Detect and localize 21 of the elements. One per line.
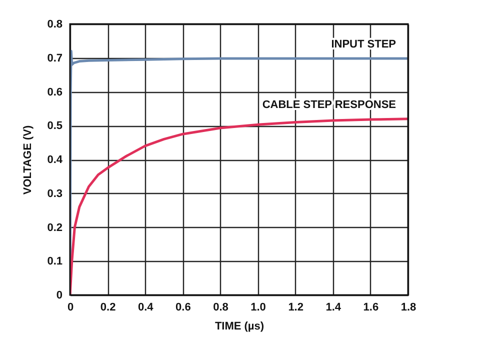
x-tick-label: 1.2 [288, 302, 304, 314]
x-tick-label: 0.2 [100, 302, 116, 314]
x-tick-label: 1.6 [363, 302, 379, 314]
x-tick-label: 0.4 [138, 302, 154, 314]
y-tick-label: 0.4 [47, 154, 64, 166]
y-tick-label: 0.5 [47, 120, 62, 132]
x-axis-title: TIME (µs) [214, 320, 264, 332]
y-tick-label: 0.3 [47, 188, 62, 200]
x-tick-label: 1.4 [326, 302, 342, 314]
x-tick-label: 0.6 [176, 302, 191, 314]
y-tick-label: 0.1 [47, 256, 62, 268]
y-tick-label: 0.8 [47, 18, 62, 30]
x-tick-label: 1.8 [400, 302, 416, 314]
y-tick-label: 0 [56, 290, 62, 302]
x-tick-label: 0 [67, 302, 74, 314]
y-tick-label: 0.7 [47, 52, 62, 64]
x-tick-label: 1.0 [250, 302, 266, 314]
y-tick-label: 0.2 [47, 222, 62, 234]
y-axis-title: VOLTAGE (V) [22, 125, 34, 195]
x-tick-label: 0.8 [213, 302, 228, 314]
y-tick-label: 0.6 [47, 86, 62, 98]
